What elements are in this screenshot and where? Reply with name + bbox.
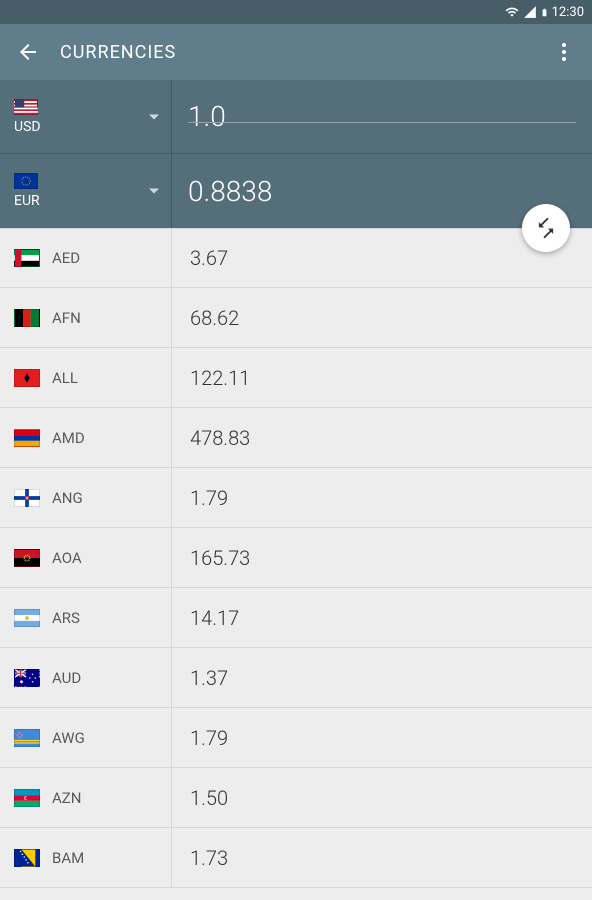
currency-row-left: ALL [0, 348, 172, 407]
currency-value: 68.62 [172, 306, 592, 330]
wifi-icon [504, 5, 520, 19]
flag-icon [14, 729, 40, 747]
from-currency-selector[interactable]: USD [0, 80, 172, 153]
currency-row[interactable]: AZN 1.50 [0, 768, 592, 828]
signal-icon [523, 5, 537, 19]
currency-code: AZN [52, 789, 81, 807]
flag-icon [14, 789, 40, 807]
flag-icon [14, 609, 40, 627]
currency-code: AED [52, 249, 80, 267]
currency-code: AUD [52, 669, 81, 687]
currency-row[interactable]: AFN 68.62 [0, 288, 592, 348]
currency-value: 165.73 [172, 546, 592, 570]
flag-icon [14, 549, 40, 567]
currency-value: 1.79 [172, 726, 592, 750]
swap-icon [535, 217, 557, 239]
chevron-down-icon [149, 189, 159, 194]
currency-code: BAM [52, 849, 84, 867]
currency-row[interactable]: BAM 1.73 [0, 828, 592, 888]
status-time: 12:30 [552, 5, 584, 20]
currency-row-left: AMD [0, 408, 172, 467]
flag-icon [14, 669, 40, 687]
from-amount-input[interactable]: 1.0 [172, 100, 592, 133]
converter-from-row: USD 1.0 [0, 80, 592, 154]
flag-icon [14, 369, 40, 387]
currency-value: 122.11 [172, 366, 592, 390]
to-currency-selector[interactable]: EUR [0, 154, 172, 228]
page-title: CURRENCIES [60, 42, 544, 63]
currency-row-left: AED [0, 229, 172, 287]
to-currency-code: EUR [14, 193, 40, 209]
currency-code: ALL [52, 369, 78, 387]
currency-value: 1.37 [172, 666, 592, 690]
currency-row-left: AWG [0, 708, 172, 767]
currency-row-left: AOA [0, 528, 172, 587]
swap-fab-button[interactable] [522, 204, 570, 252]
currency-code: AFN [52, 309, 81, 327]
to-flag-icon [14, 173, 38, 189]
chevron-down-icon [149, 114, 159, 119]
currency-row[interactable]: ARS 14.17 [0, 588, 592, 648]
converter-panel: USD 1.0 EUR 0.8838 [0, 80, 592, 228]
currency-value: 478.83 [172, 426, 592, 450]
currency-row-left: AUD [0, 648, 172, 707]
currency-row[interactable]: ANG 1.79 [0, 468, 592, 528]
converter-to-row: EUR 0.8838 [0, 154, 592, 228]
currency-row-left: AFN [0, 288, 172, 347]
currency-value: 14.17 [172, 606, 592, 630]
currency-row[interactable]: AMD 478.83 [0, 408, 592, 468]
currency-row[interactable]: AUD 1.37 [0, 648, 592, 708]
currency-code: ANG [52, 489, 83, 507]
currency-row[interactable]: AED 3.67 [0, 228, 592, 288]
currency-code: AMD [52, 429, 85, 447]
app-bar: CURRENCIES [0, 24, 592, 80]
from-flag-icon [14, 99, 38, 115]
from-currency-code: USD [14, 119, 41, 135]
to-amount-value: 0.8838 [172, 175, 592, 208]
currency-value: 1.79 [172, 486, 592, 510]
flag-icon [14, 309, 40, 327]
overflow-menu-button[interactable] [544, 32, 584, 72]
flag-icon [14, 849, 40, 867]
currency-row-left: ANG [0, 468, 172, 527]
currency-row[interactable]: AWG 1.79 [0, 708, 592, 768]
battery-icon [540, 5, 549, 20]
flag-icon [14, 429, 40, 447]
back-button[interactable] [8, 32, 48, 72]
currency-code: AWG [52, 729, 85, 747]
currency-row-left: BAM [0, 828, 172, 887]
currency-value: 1.50 [172, 786, 592, 810]
currency-list[interactable]: AED 3.67 AFN 68.62 ALL 122.11 AMD 478.83 ANG 1.79… [0, 228, 592, 900]
currency-row[interactable]: ALL 122.11 [0, 348, 592, 408]
currency-value: 3.67 [172, 246, 592, 270]
status-bar: 12:30 [0, 0, 592, 24]
currency-value: 1.73 [172, 846, 592, 870]
currency-row-left: ARS [0, 588, 172, 647]
currency-code: ARS [52, 609, 80, 627]
flag-icon [14, 489, 40, 507]
currency-row[interactable]: AOA 165.73 [0, 528, 592, 588]
flag-icon [14, 249, 40, 267]
currency-row-left: AZN [0, 768, 172, 827]
currency-code: AOA [52, 549, 82, 567]
